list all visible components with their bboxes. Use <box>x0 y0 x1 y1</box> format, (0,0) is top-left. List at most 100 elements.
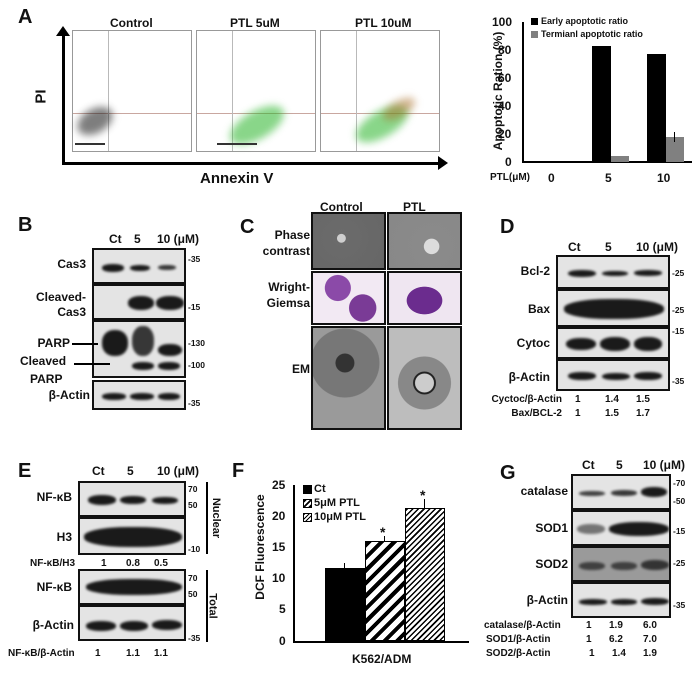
quant-label: Cyctoc/β-Actin <box>491 394 562 405</box>
mw-marker: -25 <box>672 305 685 315</box>
legend-early: Early apoptotic ratio <box>541 16 629 26</box>
ytick: 60 <box>498 71 512 85</box>
dcf-x-label: K562/ADM <box>352 652 412 666</box>
blot-actin <box>92 380 186 410</box>
quant-value: 7.0 <box>643 634 657 645</box>
quant-label: Bax/BCL-2 <box>511 408 562 419</box>
row-label-sod1: SOD1 <box>535 521 568 535</box>
lane-5: 5 <box>605 240 612 254</box>
blot-sod2 <box>571 546 671 582</box>
ytick: 20 <box>498 127 512 141</box>
row-label-cas3: Cas3 <box>57 257 86 271</box>
row-label-actin: β-Actin <box>526 593 568 607</box>
blot-h3 <box>78 517 186 555</box>
lane-10: 10 (μM) <box>643 458 686 472</box>
blot-sod1 <box>571 510 671 546</box>
row-label-bcl2: Bcl-2 <box>520 264 550 278</box>
bar-10um <box>405 508 445 641</box>
lane-ct: Ct <box>109 232 122 246</box>
bar-early-10 <box>647 54 666 162</box>
xtick: 5 <box>605 171 612 185</box>
quant-value: 1.4 <box>605 394 619 405</box>
y-arrowhead-icon <box>56 26 70 36</box>
row-label-bax: Bax <box>527 302 550 316</box>
quant-value: 1.7 <box>636 408 650 419</box>
quant-label: SOD2/β-Actin <box>486 648 551 659</box>
row-label-phase: Phase <box>274 228 310 242</box>
row-label-giemsa: Giemsa <box>266 296 310 310</box>
panel-label-b: B <box>18 214 33 236</box>
row-label-cleaved-parp: Cleaved <box>20 354 67 368</box>
mw-marker: -25 <box>672 268 685 278</box>
row-label-parp: PARP <box>37 336 70 350</box>
image-em-control <box>311 326 386 430</box>
lane-5: 5 <box>616 458 623 472</box>
mw-marker: -25 <box>673 558 686 568</box>
mw-marker: -50 <box>673 496 686 506</box>
blot-bcl2 <box>556 255 670 289</box>
parp-arrow-icon <box>72 343 98 345</box>
legend-5um: 5μM PTL <box>314 497 360 509</box>
ytick: 0 <box>505 155 512 169</box>
mw-marker: -35 <box>188 254 201 264</box>
mw-marker: -15 <box>188 302 201 312</box>
legend-swatch-10um <box>303 513 312 522</box>
flow-plot-ptl5 <box>196 30 316 153</box>
y-axis-arrow <box>62 30 65 165</box>
blot-actin <box>556 359 670 391</box>
lane-5: 5 <box>127 464 134 478</box>
ytick: 15 <box>272 540 286 554</box>
panel-label-f: F <box>232 460 245 482</box>
ytick: 0 <box>279 634 286 648</box>
dcf-y-axis <box>293 485 295 643</box>
mw-marker: -130 <box>188 338 206 348</box>
panel-label-c: C <box>240 216 255 238</box>
mw-marker: -15 <box>672 326 685 336</box>
apoptosis-y-axis <box>522 22 524 162</box>
bar-terminal-10 <box>666 137 684 162</box>
x-arrowhead-icon <box>438 156 448 170</box>
quant-value: 1.9 <box>609 620 623 631</box>
ytick: 20 <box>272 509 286 523</box>
legend-terminal: Termianl apoptotic ratio <box>541 29 643 39</box>
quant-value: 6.2 <box>609 634 623 645</box>
lane-5: 5 <box>134 232 141 246</box>
quant-value: 6.0 <box>643 620 657 631</box>
quant-value: 0.8 <box>126 558 140 569</box>
legend-ct: Ct <box>314 483 326 495</box>
blot-cleaved-cas3 <box>92 284 186 320</box>
legend-10um: 10μM PTL <box>314 511 366 523</box>
panel-label-a: A <box>18 6 33 28</box>
quant-value: 1.1 <box>126 648 140 659</box>
bar-terminal-5 <box>611 156 629 162</box>
ptl-axis-label: PTL(μM) <box>490 172 530 183</box>
panel-label-d: D <box>500 216 515 238</box>
quant-value: 1 <box>101 558 107 569</box>
row-label-wright: Wright- <box>268 280 310 294</box>
quant-label: NF-κB/β-Actin <box>8 648 75 659</box>
mw-marker: -70 <box>673 478 686 488</box>
row-label-catalase: catalase <box>520 484 568 498</box>
image-wright-ptl <box>387 271 462 325</box>
significance-star: * <box>380 524 386 540</box>
mw-marker: -35 <box>673 600 686 610</box>
row-label-em: EM <box>292 362 310 376</box>
lane-10: 10 (μM) <box>157 232 200 246</box>
quant-value: 1 <box>575 394 581 405</box>
row-label-sod2: SOD2 <box>535 557 568 571</box>
blot-catalase <box>571 474 671 510</box>
quant-value: 1.5 <box>605 408 619 419</box>
lane-ct: Ct <box>582 458 595 472</box>
y-axis-label: PI <box>32 89 50 104</box>
ytick: 80 <box>498 43 512 57</box>
panel-label-g: G <box>500 462 516 484</box>
quant-value: 1.4 <box>612 648 626 659</box>
flow-title-ptl5: PTL 5uM <box>230 16 280 30</box>
nuclear-bracket <box>206 482 208 554</box>
ytick: 25 <box>272 478 286 492</box>
lane-10: 10 (μM) <box>636 240 679 254</box>
quant-value: 1.9 <box>643 648 657 659</box>
row-label-h3: H3 <box>56 530 72 544</box>
blot-cytoc <box>556 327 670 359</box>
lane-ct: Ct <box>568 240 581 254</box>
